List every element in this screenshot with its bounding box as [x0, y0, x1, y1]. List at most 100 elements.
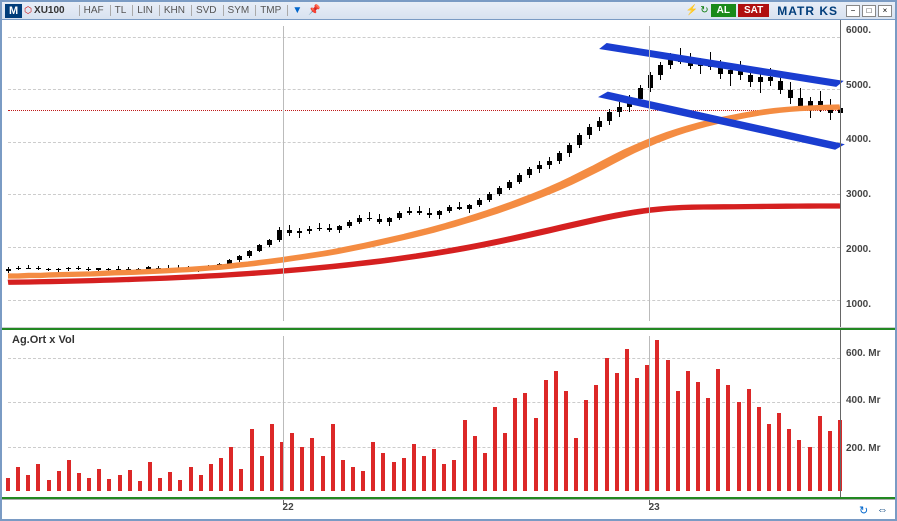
volume-bar: [361, 471, 365, 491]
volume-bar: [118, 475, 122, 491]
refresh-icon[interactable]: ↻: [700, 5, 708, 16]
volume-bar: [36, 464, 40, 491]
volume-bar: [818, 416, 822, 491]
dropdown-icon[interactable]: ▼: [287, 5, 306, 16]
volume-bar: [726, 385, 730, 491]
volume-bar: [615, 373, 619, 491]
volume-bar: [777, 413, 781, 491]
volume-bar: [442, 464, 446, 491]
volume-bar: [351, 467, 355, 491]
price-chart[interactable]: 1000.2000.3000.4000.5000.6000.: [2, 20, 895, 328]
volume-bar: [209, 464, 213, 491]
volume-bar: [676, 391, 680, 491]
toolbar-svd[interactable]: SVD: [191, 5, 221, 16]
lightning-icon[interactable]: ⚡: [686, 5, 698, 16]
pin-icon[interactable]: 📌: [308, 5, 320, 16]
volume-bar: [371, 442, 375, 491]
sell-button[interactable]: SAT: [738, 4, 769, 17]
app-logo: M: [5, 4, 22, 18]
expand-icon[interactable]: ⇔: [877, 504, 891, 518]
volume-bar: [67, 460, 71, 491]
gridline-vertical: [283, 26, 284, 321]
volume-bar: [534, 418, 538, 491]
volume-bar: [26, 475, 30, 491]
volume-bar: [737, 402, 741, 491]
overlay-lines: [8, 26, 840, 321]
volume-bar: [696, 382, 700, 491]
y-tick-label: 6000.: [846, 25, 871, 36]
volume-bar: [239, 469, 243, 491]
volume-bar: [564, 391, 568, 491]
toolbar-haf[interactable]: HAF: [79, 5, 108, 16]
y-tick-label: 400. Mr: [846, 395, 880, 406]
close-button[interactable]: ×: [878, 5, 892, 17]
toolbar-khn[interactable]: KHN: [159, 5, 189, 16]
volume-bar: [422, 456, 426, 491]
restore-button[interactable]: □: [862, 5, 876, 17]
volume-bar: [77, 473, 81, 491]
volume-bar: [189, 467, 193, 491]
sync-icon[interactable]: ↻: [859, 504, 873, 518]
gridline-vertical: [649, 336, 650, 491]
volume-bar: [797, 440, 801, 491]
gridline-vertical: [283, 336, 284, 491]
volume-bar: [148, 462, 152, 491]
y-tick-label: 200. Mr: [846, 443, 880, 454]
volume-bar: [250, 429, 254, 491]
volume-bar: [97, 469, 101, 491]
volume-bar: [594, 385, 598, 491]
volume-bar: [331, 424, 335, 491]
volume-bar: [341, 460, 345, 491]
volume-chart[interactable]: Ag.Ort x Vol 200. Mr400. Mr600. Mr: [2, 328, 895, 499]
titlebar: M ⬡ XU100 HAF TL LIN KHN SVD SYM TMP ▼ 📌…: [2, 2, 895, 20]
volume-bar: [402, 458, 406, 491]
brand-label: MATR KS: [771, 4, 844, 18]
volume-bar: [808, 447, 812, 491]
y-tick-label: 1000.: [846, 299, 871, 310]
minimize-button[interactable]: −: [846, 5, 860, 17]
symbol-label[interactable]: XU100: [34, 5, 65, 16]
volume-bar: [554, 371, 558, 491]
y-tick-label: 5000.: [846, 80, 871, 91]
volume-bar: [321, 456, 325, 491]
volume-bar: [178, 480, 182, 491]
volume-bar: [706, 398, 710, 491]
volume-bar: [310, 438, 314, 491]
volume-bar: [493, 407, 497, 491]
volume-bar: [605, 358, 609, 491]
gridline: [8, 402, 840, 403]
volume-bar: [199, 475, 203, 491]
gridline-vertical: [649, 26, 650, 321]
volume-bar: [260, 456, 264, 491]
y-tick-label: 2000.: [846, 244, 871, 255]
volume-bar: [463, 420, 467, 491]
volume-bar: [574, 438, 578, 491]
volume-bar: [229, 447, 233, 491]
volume-bar: [47, 480, 51, 491]
volume-bar: [87, 478, 91, 491]
volume-bar: [483, 453, 487, 491]
volume-bar: [503, 433, 507, 491]
volume-bar: [584, 400, 588, 491]
volume-bar: [716, 369, 720, 491]
buy-button[interactable]: AL: [711, 4, 736, 17]
x-tick-label: 23: [649, 502, 660, 513]
toolbar-lin[interactable]: LIN: [132, 5, 157, 16]
volume-bar: [513, 398, 517, 491]
volume-bar: [828, 431, 832, 491]
volume-bar: [432, 449, 436, 491]
toolbar-tl[interactable]: TL: [110, 5, 131, 16]
volume-bar: [625, 349, 629, 491]
volume-bar: [128, 470, 132, 491]
volume-bar: [138, 481, 142, 491]
volume-bar: [635, 378, 639, 491]
volume-bar: [168, 472, 172, 491]
volume-bar: [16, 467, 20, 491]
y-tick-label: 3000.: [846, 189, 871, 200]
x-axis: ↻ ⇔ 2223: [2, 499, 895, 519]
gridline: [8, 358, 840, 359]
volume-bar: [219, 458, 223, 491]
volume-bar: [381, 453, 385, 491]
toolbar-sym[interactable]: SYM: [223, 5, 254, 16]
toolbar-tmp[interactable]: TMP: [255, 5, 285, 16]
